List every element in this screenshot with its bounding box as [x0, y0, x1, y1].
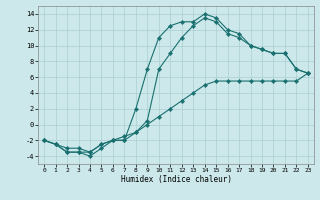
X-axis label: Humidex (Indice chaleur): Humidex (Indice chaleur) [121, 175, 231, 184]
